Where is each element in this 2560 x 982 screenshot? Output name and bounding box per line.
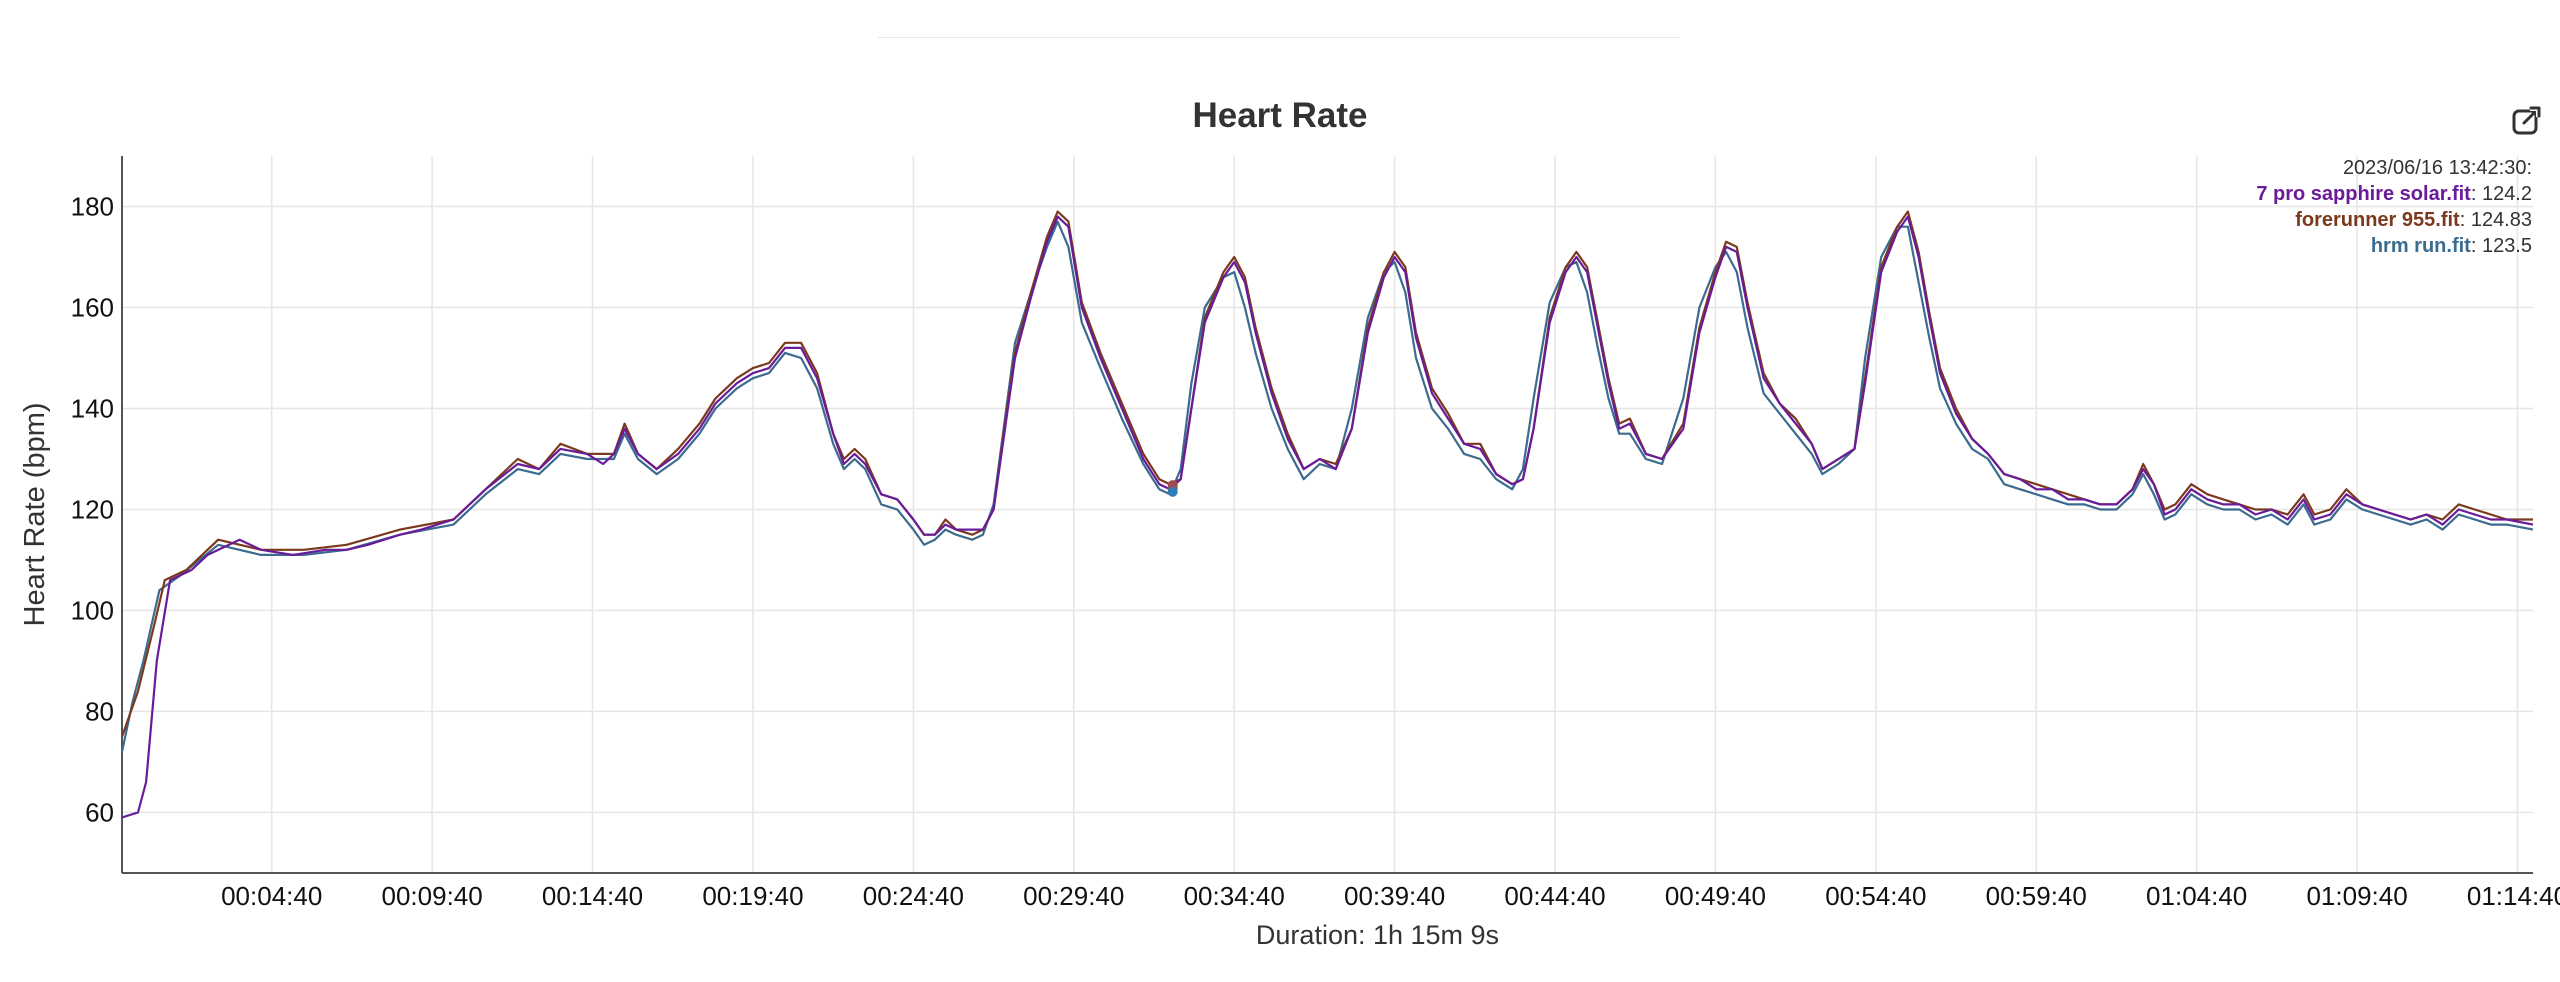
y-tick-label: 160 — [71, 292, 114, 322]
tooltip-series-name: forerunner 955.fit — [2295, 209, 2460, 231]
cursor-marker — [1167, 486, 1178, 497]
series-line-1 — [120, 210, 2533, 738]
tooltip-entry: forerunner 955.fit: 124.83 — [2256, 207, 2532, 233]
tooltip-series-name: 7 pro sapphire solar.fit — [2256, 183, 2471, 205]
top-divider — [878, 37, 1680, 38]
chart-title: Heart Rate — [1192, 96, 1368, 135]
y-tick-label: 100 — [71, 595, 114, 625]
tooltip-series-name: hrm run.fit — [2370, 235, 2471, 257]
x-tick-label: 01:09:40 — [2306, 881, 2407, 911]
export-icon[interactable] — [2510, 103, 2544, 137]
axis-layer: 60 80 100 120 140 160 180 00:04:40 00:09:40 00:14… — [19, 156, 2560, 950]
x-tick-label: 00:59:40 — [1986, 881, 2087, 911]
x-tick-label: 00:39:40 — [1344, 881, 1445, 911]
cursor-markers — [1167, 480, 1178, 497]
x-tick-label: 01:04:40 — [2146, 881, 2247, 911]
y-axis-title: Heart Rate (bpm) — [19, 402, 51, 626]
x-tick-label: 00:49:40 — [1665, 881, 1766, 911]
y-tick-label: 120 — [71, 494, 114, 524]
series-line-2 — [120, 220, 2534, 753]
series-layer — [120, 210, 2534, 819]
x-tick-label: 01:14:40 — [2467, 881, 2560, 911]
tooltip-series-value: : 123.5 — [2470, 235, 2532, 257]
x-axis-title: Duration: 1h 15m 9s — [1256, 920, 1499, 950]
grid-layer — [122, 156, 2533, 873]
x-tick-label: 00:24:40 — [863, 881, 964, 911]
y-tick-label: 60 — [85, 797, 114, 827]
tooltip-entry: 7 pro sapphire solar.fit: 124.2 — [2256, 181, 2532, 207]
y-tick-label: 80 — [85, 696, 114, 726]
y-tick-label: 180 — [71, 191, 114, 221]
y-tick-label: 140 — [71, 393, 114, 423]
hover-tooltip: 2023/06/16 13:42:30: 7 pro sapphire sola… — [2256, 155, 2532, 259]
x-tick-label: 00:29:40 — [1023, 881, 1124, 911]
x-tick-label: 00:19:40 — [702, 881, 803, 911]
x-tick-label: 00:34:40 — [1184, 881, 1285, 911]
x-tick-label: 00:14:40 — [542, 881, 643, 911]
series-line-0 — [121, 215, 2534, 819]
x-tick-label: 00:04:40 — [221, 881, 322, 911]
tooltip-series-value: : 124.83 — [2459, 209, 2532, 231]
x-tick-label: 00:09:40 — [382, 881, 483, 911]
x-tick-label: 00:44:40 — [1504, 881, 1605, 911]
tooltip-entry: hrm run.fit: 123.5 — [2256, 233, 2532, 259]
tooltip-timestamp: 2023/06/16 13:42:30: — [2342, 157, 2532, 179]
tooltip-series-value: : 124.2 — [2470, 183, 2532, 205]
x-tick-label: 00:54:40 — [1825, 881, 1926, 911]
